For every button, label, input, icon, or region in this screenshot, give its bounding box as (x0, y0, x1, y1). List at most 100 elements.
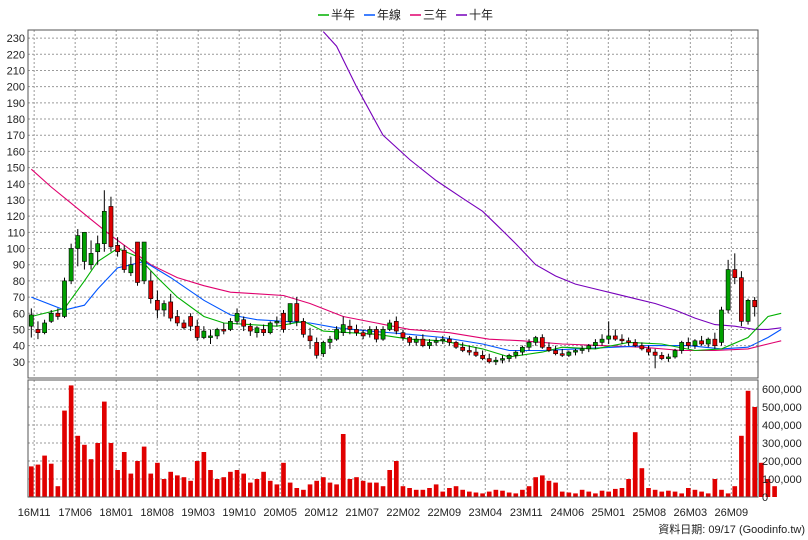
volume-bar (652, 489, 658, 497)
volume-axis-ticks: 0 100,000 200,000 300,000 400,000 500,000 600,… (762, 384, 802, 504)
volume-bar (466, 491, 472, 497)
volume-bar (128, 473, 134, 497)
volume-bar (281, 462, 286, 497)
volume-bar (208, 470, 213, 497)
volume-bar (692, 489, 698, 497)
candle-body (433, 340, 439, 343)
volume-bar (201, 452, 207, 497)
candle-body (28, 314, 34, 327)
volume-bar (334, 484, 339, 497)
volume-bar (135, 461, 140, 497)
candle-body (174, 316, 180, 324)
x-tick-label: 20M12 (304, 507, 338, 519)
volume-bars (28, 385, 777, 497)
volume-bar (254, 479, 260, 497)
legend-label: 年線 (377, 7, 401, 22)
x-tick-label: 26M09 (715, 507, 749, 519)
volume-bar (35, 464, 41, 497)
candle-body (115, 244, 120, 253)
volume-bar (115, 470, 120, 497)
candle-body (301, 321, 306, 335)
candle-body (447, 338, 452, 343)
volume-bar (155, 462, 160, 497)
price-plot-frame (27, 29, 759, 379)
candle-body (367, 329, 373, 335)
volume-bar (214, 479, 220, 497)
candle-body (55, 312, 61, 317)
volume-bar (579, 489, 585, 497)
candle-body (274, 321, 280, 324)
volume-plot-frame (27, 379, 759, 498)
candle-body (400, 332, 406, 338)
volume-bar (141, 446, 147, 497)
volume-bar (553, 482, 558, 497)
candle-body (453, 342, 459, 348)
volume-bar (88, 459, 94, 497)
volume-bar (719, 489, 724, 497)
candle-body (573, 350, 578, 353)
candle-body (752, 300, 758, 308)
x-tick-label: 19M03 (181, 507, 215, 519)
candle-body (745, 300, 751, 322)
candle-body (526, 342, 532, 348)
candle-body (181, 322, 187, 329)
volume-bar (612, 488, 618, 497)
volume-bar (62, 410, 67, 497)
volume-bar (659, 491, 665, 497)
x-tick-label: 26M03 (674, 507, 708, 519)
volume-bar (407, 488, 412, 497)
candle-body (493, 359, 499, 363)
candle-body (48, 312, 54, 322)
volume-bar (194, 461, 200, 497)
volume-bar (307, 484, 313, 497)
legend-label: 十年 (469, 8, 493, 22)
candle-body (347, 325, 353, 330)
volume-bar (247, 482, 253, 497)
price-tick-label: 220 (7, 49, 25, 61)
volume-bar (433, 484, 439, 497)
candle-body (606, 335, 612, 340)
volume-bar (699, 491, 704, 497)
candle-body (194, 325, 200, 338)
volume-bar (586, 491, 592, 497)
volume-bar (679, 493, 685, 497)
volume-bar (221, 477, 227, 497)
candle-body (513, 351, 519, 356)
candle-body (586, 345, 592, 350)
legend: 半年 年線 三年 十年 (318, 7, 493, 22)
volume-bar (599, 490, 605, 497)
volume-tick-label: 500,000 (762, 402, 802, 414)
candle-body (35, 329, 41, 333)
legend-label: 半年 (331, 8, 355, 22)
volume-bar (228, 471, 233, 497)
volume-bar (772, 486, 777, 497)
candle-body (314, 342, 320, 356)
candle-body (95, 243, 101, 253)
volume-bar (639, 468, 645, 497)
volume-bar (168, 471, 174, 497)
price-tick-label: 60 (13, 308, 25, 320)
volume-bar (739, 435, 744, 497)
volume-bar (28, 466, 34, 497)
volume-bar (241, 473, 247, 497)
candle-body (440, 338, 446, 342)
candle-body (354, 329, 359, 333)
volume-bar (174, 475, 180, 497)
volume-bar (705, 493, 711, 497)
volume-bar (453, 486, 459, 497)
x-tick-label: 21M07 (345, 507, 379, 519)
volume-bar (566, 492, 572, 497)
volume-bar (287, 482, 293, 497)
volume-bar (539, 475, 545, 497)
volume-bar (546, 480, 552, 497)
volume-bar (765, 479, 771, 497)
price-tick-label: 120 (7, 211, 25, 223)
price-tick-label: 100 (7, 244, 25, 256)
price-tick-label: 150 (7, 163, 25, 175)
x-tick-label: 22M02 (386, 507, 420, 519)
x-tick-label: 23M04 (468, 507, 502, 519)
volume-bar (267, 480, 273, 497)
volume-tick-label: 200,000 (762, 456, 802, 468)
candle-body (666, 356, 671, 359)
price-tick-label: 160 (7, 146, 25, 158)
